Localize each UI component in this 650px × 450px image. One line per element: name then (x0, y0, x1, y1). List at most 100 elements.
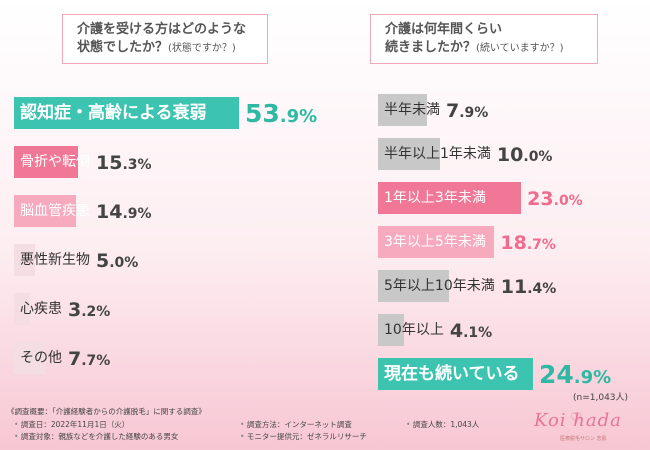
bar (378, 314, 404, 346)
value-integer: 5 (96, 250, 110, 272)
bar-category-label: 半年未満 (384, 102, 440, 118)
question-line2-wrap: 続きましたか？(続いていますか？) (385, 39, 583, 58)
bar-category-label: 5年以上10年未満 (384, 278, 495, 294)
survey-count: 調査人数：1,043人 (412, 420, 480, 429)
bar-value-label: 18.7% (500, 226, 556, 258)
bar (378, 182, 522, 214)
bar-value-label: 10.0% (497, 138, 553, 170)
bar-row: 悪性新生物 5.0% (14, 244, 274, 276)
bar-value-label: 53.9% (245, 97, 317, 129)
bullet: • (240, 432, 245, 441)
bar (378, 270, 449, 302)
bar-row: 半年以上1年未満 10.0% (378, 138, 638, 170)
value-integer: 18 (500, 232, 527, 254)
value-integer: 53 (245, 99, 280, 128)
question-box-duration: 介護は何年間くらい 続きましたか？(続いていますか？) (370, 14, 598, 64)
bar-value-label: 14.9% (96, 195, 152, 227)
bar-value-label: 7.7% (68, 342, 110, 374)
value-decimal: .9% (573, 367, 612, 388)
bar (378, 94, 428, 126)
value-integer: 3 (68, 299, 82, 321)
value-decimal: .7% (81, 353, 111, 369)
logo-text: Koi hada (534, 410, 622, 431)
bar-category-label: 心疾患 (20, 301, 62, 317)
question-line1: 介護を受ける方はどのような (77, 22, 247, 37)
bar-row: 脳血管疾患 14.9% (14, 195, 274, 227)
question-line1: 介護は何年間くらい (385, 22, 503, 37)
value-decimal: .0% (523, 149, 553, 165)
bar (14, 244, 35, 276)
bar-value-label: 23.0% (527, 182, 583, 214)
survey-provider: モニター提供元：ゼネラルリサーチ (246, 432, 367, 441)
bar-row: 心疾患 3.2% (14, 293, 274, 325)
bar-category-label: 脳血管疾患 (20, 203, 90, 219)
bar-value-label: 24.9% (539, 358, 611, 390)
value-decimal: .7% (526, 237, 556, 253)
question-box-condition: 介護を受ける方はどのような 状態でしたか？(状態ですか？) (62, 14, 268, 64)
value-integer: 23 (527, 188, 554, 210)
value-decimal: .3% (122, 157, 152, 173)
value-decimal: .0% (553, 193, 583, 209)
value-integer: 14 (96, 201, 123, 223)
value-integer: 4 (449, 320, 464, 342)
value-integer: 7 (446, 100, 460, 122)
bar-value-label: 7.9% (446, 94, 488, 126)
bullet: • (406, 420, 411, 429)
bar-row: 10年以上 4.1% (378, 314, 638, 346)
bar-value-label: 15.3% (96, 146, 152, 178)
survey-method: 調査方法：インターネット調査 (246, 420, 352, 429)
value-integer: 11 (500, 276, 528, 298)
bar-category-label: 3年以上5年未満 (384, 234, 486, 250)
bar-category-label: 10年以上 (384, 322, 444, 338)
bar (14, 342, 47, 374)
value-decimal: .1% (463, 325, 493, 341)
question-line2: 続きましたか？ (385, 40, 477, 55)
bar-row: その他 7.7% (14, 342, 274, 374)
question-sub: (続いていますか？) (476, 43, 564, 54)
value-integer: 10 (496, 144, 524, 166)
bar (14, 146, 78, 178)
question-line2: 状態でしたか？ (77, 40, 169, 55)
survey-title: 《調査概要：「介護経験者からの介護脱毛」に関する調査》 (7, 407, 206, 416)
bullet: • (14, 432, 19, 441)
bar-row: 5年以上10年未満 11.4% (378, 270, 638, 302)
bar-row: 現在も続いている 24.9% (378, 358, 638, 390)
bullet: • (14, 420, 19, 429)
bar-category-label: その他 (20, 350, 62, 366)
bar-row: 1年以上3年未満 23.0% (378, 182, 638, 214)
value-decimal: .2% (81, 304, 111, 320)
survey-footer: 《調査概要：「介護経験者からの介護脱毛」に関する調査》 • 調査日：2022年1… (0, 404, 650, 450)
bar-row: 骨折や転倒 15.3% (14, 146, 274, 178)
bar-value-label: 5.0% (96, 244, 138, 276)
value-decimal: .9% (279, 106, 318, 127)
bar (378, 138, 441, 170)
bar-value-label: 11.4% (501, 270, 557, 302)
value-integer: 15 (96, 152, 123, 174)
brand-logo[interactable]: Koi hada ♡ 医療脱毛サロン 恋肌 (534, 410, 626, 444)
bar-category-label: 認知症・高齢による衰弱 (20, 103, 207, 123)
bar-row: 認知症・高齢による衰弱 53.9% (14, 97, 317, 129)
value-integer: 7 (68, 348, 82, 370)
value-integer: 24 (539, 360, 574, 389)
question-line2-wrap: 状態でしたか？(状態ですか？) (77, 39, 253, 58)
survey-date: 調査日：2022年11月1日（火） (20, 420, 130, 429)
bar-category-label: 1年以上3年未満 (384, 190, 486, 206)
bullet: • (240, 420, 245, 429)
bar (14, 97, 239, 129)
bar-value-label: 3.2% (68, 293, 110, 325)
survey-count-item: • 調査人数：1,043人 (406, 419, 479, 430)
bar-category-label: 骨折や転倒 (20, 154, 90, 170)
survey-provider-item: • モニター提供元：ゼネラルリサーチ (240, 431, 367, 442)
value-decimal: .9% (459, 105, 489, 121)
survey-target-item: • 調査対象：親族などを介護した経験のある男女 (14, 431, 178, 442)
survey-date-item: • 調査日：2022年11月1日（火） (14, 419, 129, 430)
bar-row: 半年未満 7.9% (378, 94, 638, 126)
value-decimal: .0% (109, 255, 139, 271)
survey-method-item: • 調査方法：インターネット調査 (240, 419, 352, 430)
survey-target: 調査対象：親族などを介護した経験のある男女 (20, 432, 179, 441)
bar-value-label: 4.1% (450, 314, 492, 346)
bar-category-label: 現在も続いている (384, 364, 520, 384)
bar (378, 358, 533, 390)
logo-subtext: 医療脱毛サロン 恋肌 (560, 436, 607, 442)
bar (378, 226, 495, 258)
